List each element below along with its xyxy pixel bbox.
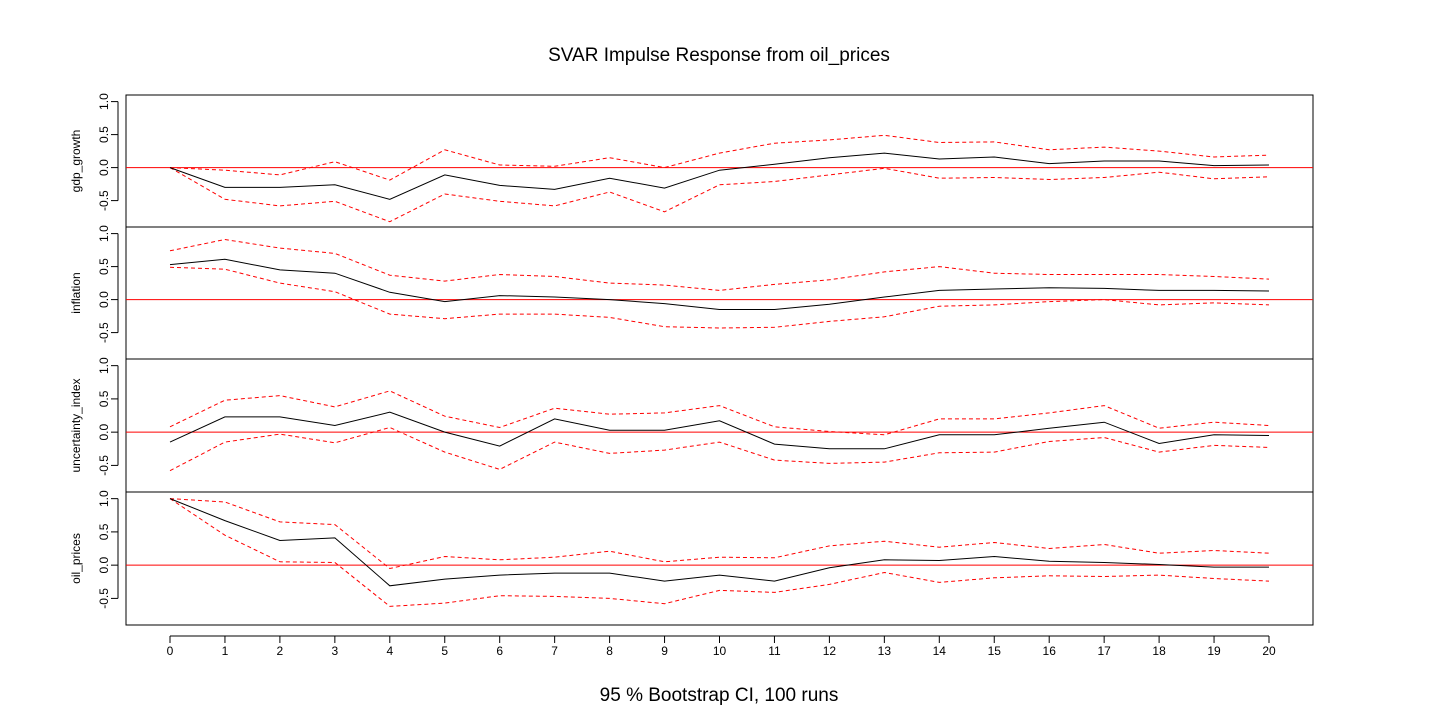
y-tick-label: 0.0	[97, 159, 111, 176]
x-tick-label: 7	[551, 644, 558, 658]
ci-upper-line	[169, 238, 1270, 291]
ci-lower-line	[169, 426, 1270, 472]
x-tick-label: 9	[661, 644, 668, 658]
x-tick-label: 4	[386, 644, 393, 658]
chart-footer: 95 % Bootstrap CI, 100 runs	[600, 685, 839, 706]
response-line	[169, 152, 1270, 200]
panel-label-gdp_growth: gdp_growth	[69, 130, 83, 193]
y-tick-label: -0.5	[97, 322, 111, 343]
ci-upper-line	[169, 134, 1270, 181]
x-tick-label: 19	[1207, 644, 1221, 658]
x-tick-label: 13	[878, 644, 892, 658]
y-tick-label: 0.5	[97, 390, 111, 407]
x-tick-label: 20	[1262, 644, 1276, 658]
response-line	[169, 258, 1270, 310]
x-tick-label: 0	[167, 644, 174, 658]
y-tick-label: 1.0	[97, 490, 111, 507]
y-tick-label: -0.5	[97, 190, 111, 211]
x-tick-label: 11	[768, 644, 781, 658]
y-tick-label: 1.0	[97, 225, 111, 242]
x-tick-label: 1	[222, 644, 229, 658]
x-tick-label: 15	[988, 644, 1002, 658]
panel-uncertainty_index: -0.5 0.0 0.5 1.0 uncertainty_index	[69, 357, 1314, 493]
x-tick-label: 16	[1043, 644, 1057, 658]
panel-frame	[125, 491, 1314, 626]
panel-label-uncertainty_index: uncertainty_index	[69, 378, 83, 472]
panel-oil_prices: -0.5 0.0 0.5 1.0 oil_prices	[69, 490, 1314, 626]
x-tick-label: 8	[606, 644, 613, 658]
ci-lower-line	[169, 266, 1270, 329]
panel-label-oil_prices: oil_prices	[69, 533, 83, 584]
response-line	[169, 498, 1269, 587]
panel-inflation: -0.5 0.0 0.5 1.0 inflation	[69, 225, 1314, 360]
y-tick-label: 0.5	[97, 258, 111, 275]
y-tick-label: 0.0	[97, 423, 111, 440]
y-tick-label: 0.5	[97, 126, 111, 143]
y-tick-label: 1.0	[97, 93, 111, 110]
panel-gdp_growth: -0.5 0.0 0.5 1.0 gdp_growth	[69, 93, 1314, 228]
ci-lower-line	[169, 167, 1270, 223]
x-tick-label: 18	[1152, 644, 1166, 658]
response-line	[169, 411, 1270, 450]
ci-lower-line	[169, 498, 1270, 607]
x-tick-label: 14	[933, 644, 947, 658]
ci-upper-line	[169, 498, 1270, 570]
panels-layer: -0.5 0.0 0.5 1.0 gdp_growth -0.5 0.0 0.5 1.0 infl…	[69, 93, 1314, 626]
x-tick-label: 17	[1097, 644, 1111, 658]
x-tick-label: 5	[441, 644, 448, 658]
y-tick-label: -0.5	[97, 588, 111, 609]
y-tick-label: 1.0	[97, 357, 111, 374]
panel-frame	[125, 226, 1314, 360]
chart-title: SVAR Impulse Response from oil_prices	[548, 45, 890, 66]
panel-label-inflation: inflation	[69, 272, 83, 313]
y-tick-label: 0.5	[97, 523, 111, 540]
x-tick-label: 6	[496, 644, 503, 658]
x-tick-label: 10	[713, 644, 727, 658]
y-tick-label: -0.5	[97, 455, 111, 476]
x-tick-label: 12	[823, 644, 837, 658]
x-tick-label: 3	[332, 644, 339, 658]
panel-frame	[125, 358, 1314, 493]
y-tick-label: 0.0	[97, 291, 111, 308]
x-axis: 0 1 2 3 4 5 6 7 8 9 10 11 12 13 14 15 16 17 18 19 20	[167, 635, 1276, 658]
y-tick-label: 0.0	[97, 556, 111, 573]
x-tick-label: 2	[277, 644, 284, 658]
ci-upper-line	[169, 390, 1270, 436]
